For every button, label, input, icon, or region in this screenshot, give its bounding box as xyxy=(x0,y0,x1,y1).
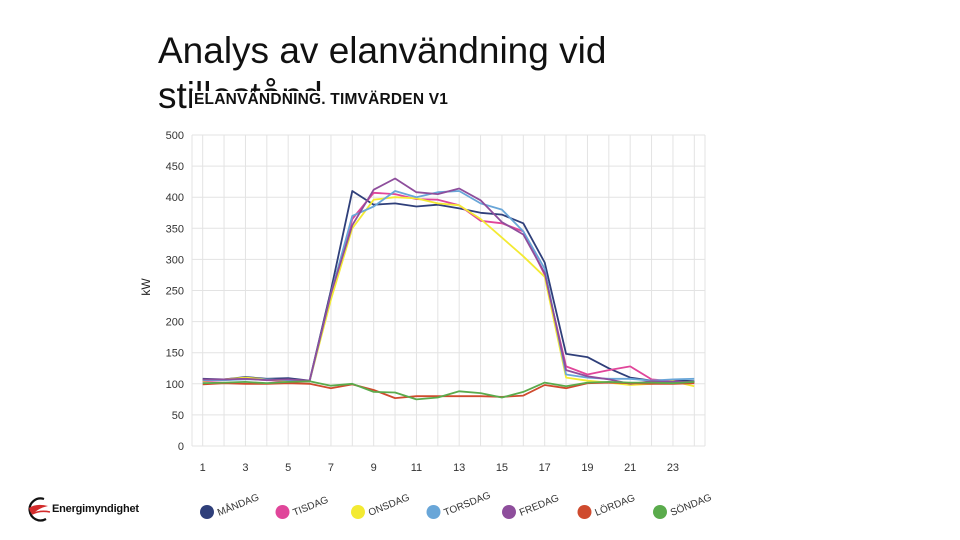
x-tick-label: 23 xyxy=(667,462,679,474)
series-line-6 xyxy=(202,380,695,401)
y-tick-label: 450 xyxy=(166,161,184,173)
chart: 0 50 100 150 200 250 300 350 400 450 500 1 3 5 7 9 11 13 1… xyxy=(130,80,730,540)
y-tick-label: 350 xyxy=(166,223,184,235)
y-tick-label: 250 xyxy=(166,286,184,298)
x-tick-label: 5 xyxy=(285,462,291,474)
series-line-4 xyxy=(202,177,695,385)
series-line-5 xyxy=(202,381,695,400)
series-line-2 xyxy=(202,196,695,388)
y-tick-label: 150 xyxy=(166,348,184,360)
legend-label: ONSDAG xyxy=(367,492,412,519)
y-tick-label: 50 xyxy=(172,410,184,422)
legend: MÅNDAG TISDAG ONSDAG TORSDAG FREDAG LÖRDAG SÖN… xyxy=(200,490,714,519)
legend-dot xyxy=(275,505,290,519)
legend-label: TISDAG xyxy=(292,495,331,519)
series xyxy=(202,177,695,401)
logo-text: Energimyndighet xyxy=(52,503,139,515)
x-tick-label: 11 xyxy=(411,462,422,474)
energimyndigheten-logo: Energimyndighet xyxy=(24,490,144,530)
y-tick-label: 400 xyxy=(166,192,184,204)
legend-dot xyxy=(502,505,516,519)
legend-label: SÖNDAG xyxy=(669,491,714,518)
y-tick-label: 0 xyxy=(178,441,184,453)
grid xyxy=(191,134,706,447)
y-tick-label: 200 xyxy=(166,317,184,329)
legend-label: FREDAG xyxy=(518,493,561,519)
legend-dot xyxy=(351,505,365,519)
y-tick-label: 300 xyxy=(166,254,184,266)
legend-dot xyxy=(200,505,214,519)
logo-mark-icon xyxy=(28,497,51,522)
x-tick-label: 9 xyxy=(371,462,377,474)
y-axis-label: kW xyxy=(139,278,153,296)
x-tick-label: 15 xyxy=(496,462,508,474)
x-tick-label: 1 xyxy=(200,462,206,474)
x-tick-label: 3 xyxy=(242,462,248,474)
legend-dot xyxy=(653,505,667,519)
legend-label: TORSDAG xyxy=(443,490,493,519)
legend-dot xyxy=(577,505,592,519)
legend-label: MÅNDAG xyxy=(215,490,261,519)
y-tick-label: 100 xyxy=(166,379,184,391)
legend-dot xyxy=(426,505,441,519)
legend-label: LÖRDAG xyxy=(593,492,637,519)
y-tick-label: 500 xyxy=(166,130,184,142)
x-tick-label: 7 xyxy=(328,462,334,474)
chart-title: ELANVÄNDNING. TIMVÄRDEN V1 xyxy=(192,91,449,109)
x-tick-label: 21 xyxy=(624,462,636,474)
x-tick-label: 19 xyxy=(581,462,593,474)
series-line-1 xyxy=(202,191,695,384)
x-tick-label: 17 xyxy=(539,462,551,474)
x-tick-label: 13 xyxy=(453,462,465,474)
